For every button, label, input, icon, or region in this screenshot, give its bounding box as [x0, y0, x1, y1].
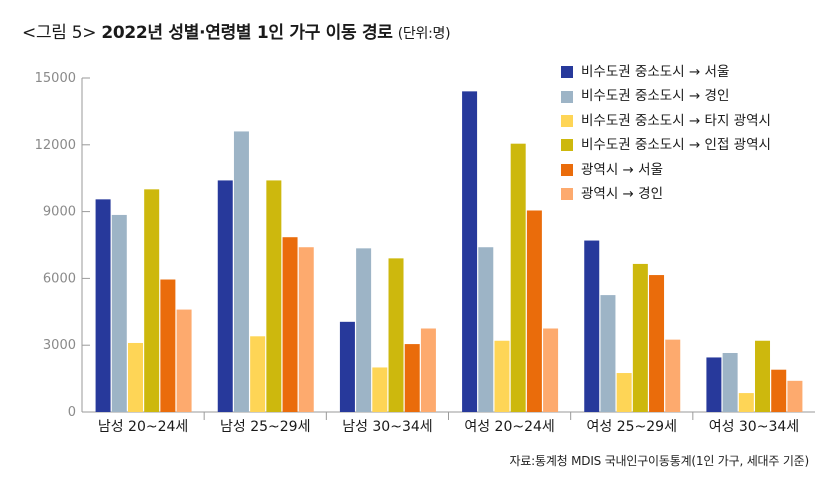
bar	[632, 263, 648, 412]
y-tick-label: 3000	[43, 338, 76, 353]
title-text: 2022년 성별·연령별 1인 가구 이동 경로	[101, 23, 393, 43]
bar	[543, 328, 559, 412]
bar	[771, 369, 787, 412]
legend-label: 비수도권 중소도시 → 타지 광역시	[581, 112, 771, 129]
bar	[494, 340, 510, 412]
bar	[478, 247, 494, 412]
bar	[787, 380, 803, 412]
bar	[526, 210, 542, 412]
bar	[233, 131, 249, 412]
legend-item: 광역시 → 경인	[561, 182, 771, 206]
legend-item: 비수도권 중소도시 → 서울	[561, 60, 771, 84]
bar	[600, 295, 616, 412]
chart-title: <그림 5> 2022년 성별·연령별 1인 가구 이동 경로 (단위:명)	[22, 18, 451, 43]
bar	[298, 247, 314, 412]
bar	[144, 189, 160, 412]
x-category-label: 남성 25~29세	[220, 419, 310, 435]
bar	[339, 321, 355, 412]
legend-item: 비수도권 중소도시 → 인접 광역시	[561, 133, 771, 157]
bar	[356, 248, 372, 412]
x-category-label: 여성 25~29세	[587, 419, 677, 435]
bar	[755, 340, 771, 412]
legend-swatch	[561, 66, 573, 79]
y-tick-label: 6000	[43, 271, 76, 286]
bar	[111, 214, 127, 412]
x-category-label: 여성 30~34세	[709, 419, 799, 435]
legend-item: 광역시 → 서울	[561, 158, 771, 182]
x-category-label: 남성 20~24세	[98, 419, 188, 435]
y-tick-label: 0	[68, 405, 76, 420]
bar	[616, 373, 632, 412]
bar	[584, 240, 600, 412]
bar	[95, 199, 111, 412]
bar	[462, 91, 478, 413]
bar	[127, 342, 143, 412]
bar	[722, 352, 738, 412]
bar	[510, 143, 526, 413]
legend-label: 비수도권 중소도시 → 인접 광역시	[581, 137, 771, 154]
bar	[420, 328, 436, 412]
legend-swatch	[561, 188, 573, 201]
figure-tag: <그림 5>	[22, 23, 97, 43]
x-category-label: 남성 30~34세	[342, 419, 432, 435]
bar	[372, 367, 388, 412]
y-tick-label: 15000	[35, 71, 76, 86]
source-note: 자료:통계청 MDIS 국내인구이동통계(1인 가구, 세대주 기준)	[509, 454, 809, 468]
y-tick-label: 9000	[43, 205, 76, 220]
y-tick-label: 12000	[35, 138, 76, 153]
legend-label: 비수도권 중소도시 → 경인	[581, 88, 730, 105]
legend-label: 광역시 → 서울	[581, 161, 663, 178]
bar	[665, 339, 681, 412]
bar	[176, 309, 192, 412]
bar	[266, 180, 282, 412]
bar	[250, 336, 266, 412]
legend-swatch	[561, 115, 573, 128]
legend-swatch	[561, 139, 573, 152]
legend-item: 비수도권 중소도시 → 타지 광역시	[561, 109, 771, 133]
bar	[706, 357, 722, 412]
bar	[649, 275, 665, 412]
bar	[282, 237, 298, 412]
bar	[738, 393, 754, 412]
legend-swatch	[561, 90, 573, 103]
legend-label: 광역시 → 경인	[581, 186, 663, 203]
legend-item: 비수도권 중소도시 → 경인	[561, 84, 771, 108]
bar	[404, 344, 420, 412]
legend-swatch	[561, 163, 573, 176]
bar	[388, 258, 404, 412]
bar	[160, 279, 176, 412]
x-category-label: 여성 20~24세	[464, 419, 554, 435]
bar	[217, 180, 233, 412]
unit-label: (단위:명)	[397, 26, 451, 42]
legend-label: 비수도권 중소도시 → 서울	[581, 64, 730, 80]
